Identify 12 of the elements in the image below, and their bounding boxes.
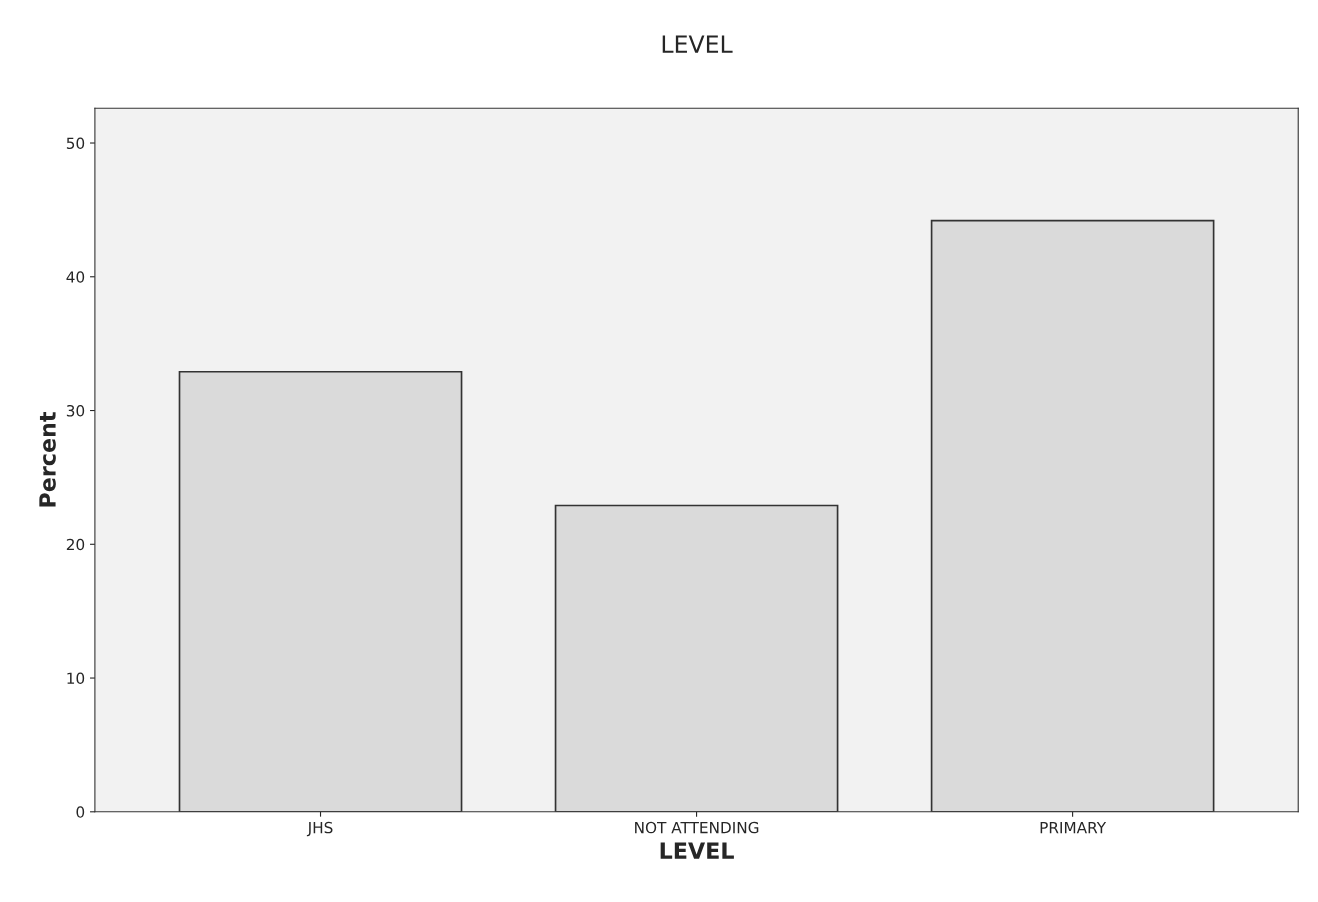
x-tick-label: NOT ATTENDING [635, 821, 759, 834]
y-tick-label: 40 [66, 271, 85, 283]
y-tick-label: 10 [67, 672, 85, 685]
y-tick-label: 30 [66, 405, 85, 417]
x-tick-label: JHS [306, 821, 333, 837]
y-tick-label: 20 [66, 538, 85, 551]
y-tick-label: 50 [66, 137, 85, 150]
y-tick-label: 0 [76, 806, 85, 818]
y-axis-title: Percent [39, 412, 56, 507]
x-tick-label: PRIMARY [1040, 821, 1107, 834]
x-axis-title: LEVEL [660, 842, 734, 859]
chart-title: LEVEL [662, 35, 733, 53]
